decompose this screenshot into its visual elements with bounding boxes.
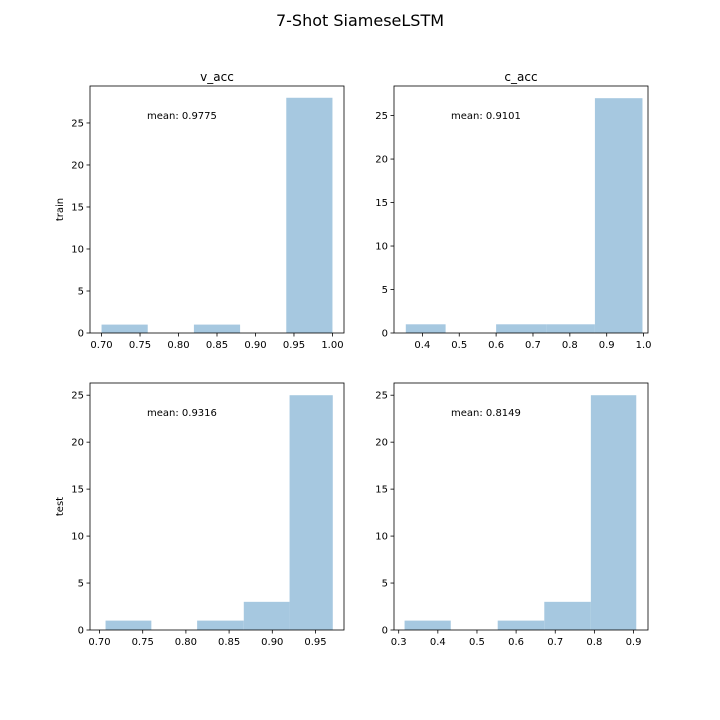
y-tick-label: 15	[71, 202, 84, 213]
panel-title: v_acc	[200, 70, 234, 84]
x-tick-label: 0.90	[244, 340, 266, 351]
x-tick-label: 0.4	[414, 340, 430, 351]
x-tick-label: 0.3	[391, 637, 407, 648]
y-tick-label: 15	[375, 198, 388, 209]
y-tick-label: 20	[71, 160, 84, 171]
histogram-bar	[405, 324, 446, 333]
y-tick-label: 15	[71, 485, 84, 496]
y-tick-label: 20	[375, 155, 388, 166]
x-tick-label: 0.5	[451, 340, 467, 351]
histogram-bar	[590, 395, 637, 630]
y-tick-label: 20	[71, 438, 84, 449]
y-tick-label: 25	[71, 391, 84, 402]
mean-annotation: mean: 0.9316	[147, 408, 217, 419]
histogram-bar	[289, 395, 333, 630]
x-tick-label: 1.00	[321, 340, 343, 351]
histogram-bar	[105, 620, 152, 630]
x-tick-label: 0.75	[129, 340, 151, 351]
row-label: test	[55, 497, 66, 516]
histogram-bar	[286, 97, 333, 333]
histogram-bar	[594, 98, 643, 333]
x-tick-label: 0.70	[90, 340, 112, 351]
x-tick-label: 0.7	[547, 637, 563, 648]
histogram-bar	[544, 601, 591, 630]
y-tick-label: 25	[71, 118, 84, 129]
y-tick-label: 10	[375, 242, 388, 253]
x-tick-label: 0.6	[488, 340, 504, 351]
mean-annotation: mean: 0.9101	[451, 111, 521, 122]
panel-3: 0.70 0.75 0.80 0.85 0.90 0.95 0 5 10 15 20 25 test me…	[55, 382, 345, 648]
axes-frame	[393, 382, 649, 631]
x-tick-label: 0.95	[304, 637, 326, 648]
x-tick-label: 1.0	[636, 340, 652, 351]
mean-annotation: mean: 0.9775	[147, 111, 217, 122]
x-tick-label: 0.85	[206, 340, 228, 351]
histogram-bar	[101, 324, 148, 333]
histogram-bar	[497, 620, 545, 630]
histogram-bar	[404, 620, 451, 630]
histogram-bar	[243, 601, 290, 630]
x-tick-label: 0.80	[175, 637, 197, 648]
x-tick-label: 0.75	[132, 637, 154, 648]
x-tick-label: 0.4	[430, 637, 446, 648]
panel-4: 0.3 0.4 0.5 0.6 0.7 0.8 0.9 0 5 10 15 20 25 mean: 0.8…	[375, 382, 649, 648]
y-tick-label: 20	[375, 438, 388, 449]
y-tick-label: 0	[78, 626, 84, 637]
y-tick-label: 5	[382, 285, 388, 296]
x-tick-label: 0.80	[167, 340, 189, 351]
histogram-bar	[193, 324, 241, 333]
x-tick-label: 0.90	[261, 637, 283, 648]
y-tick-label: 15	[375, 485, 388, 496]
x-tick-label: 0.70	[88, 637, 110, 648]
y-tick-label: 0	[382, 626, 388, 637]
mean-annotation: mean: 0.8149	[451, 408, 521, 419]
x-tick-label: 0.9	[626, 637, 642, 648]
histogram-bar	[496, 324, 547, 333]
histogram-bar	[546, 324, 595, 333]
y-tick-label: 5	[78, 579, 84, 590]
y-tick-label: 5	[78, 286, 84, 297]
x-tick-label: 0.95	[283, 340, 305, 351]
panel-1: 0.70 0.75 0.80 0.85 0.90 0.95 1.00 0 5 10 15 20 25 v_…	[55, 70, 345, 351]
y-tick-label: 10	[71, 244, 84, 255]
axes-frame	[393, 85, 649, 334]
x-tick-label: 0.5	[469, 637, 485, 648]
y-tick-label: 0	[78, 329, 84, 340]
y-tick-label: 10	[71, 532, 84, 543]
axes-frame	[89, 382, 345, 631]
y-tick-label: 25	[375, 391, 388, 402]
histogram-bar	[197, 620, 244, 630]
panel-title: c_acc	[504, 70, 537, 84]
x-tick-label: 0.8	[562, 340, 578, 351]
x-tick-label: 0.85	[218, 637, 240, 648]
y-tick-label: 0	[382, 329, 388, 340]
row-label: train	[55, 198, 66, 221]
x-tick-label: 0.6	[508, 637, 524, 648]
y-tick-label: 10	[375, 532, 388, 543]
panel-2: 0.4 0.5 0.6 0.7 0.8 0.9 1.0 0 5 10 15 20 25 c_accmean…	[375, 70, 651, 351]
x-tick-label: 0.8	[586, 637, 602, 648]
y-tick-label: 5	[382, 579, 388, 590]
x-tick-label: 0.7	[525, 340, 541, 351]
y-tick-label: 25	[375, 111, 388, 122]
figure-title: 7-Shot SiameseLSTM	[276, 11, 444, 30]
x-tick-label: 0.9	[599, 340, 615, 351]
